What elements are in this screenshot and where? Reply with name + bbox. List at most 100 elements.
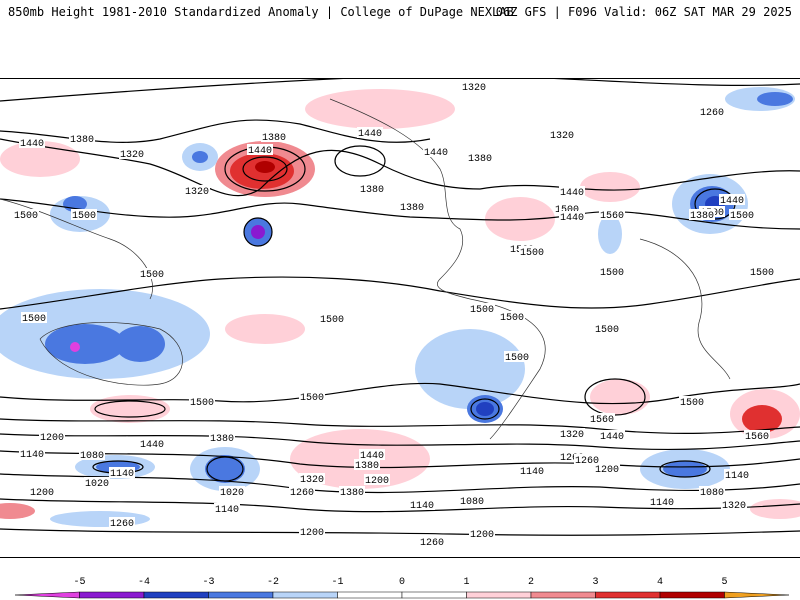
positive-anomaly [305,89,455,129]
contour-label-bg [219,486,245,497]
contour-label-bg [729,209,755,220]
contour-label-bg [39,431,65,442]
negative-anomaly [45,324,125,364]
contour-label-bg [594,463,620,474]
contour-label-bg [357,127,383,138]
contour-label-bg [689,209,715,220]
contour-line [470,398,500,420]
contour-line [659,460,711,478]
negative-anomaly [598,214,622,254]
contour-label: 1440 [560,213,584,224]
contour-label-bg [364,474,390,485]
contour-label: 1500 [555,205,579,216]
contour-label: 1440 [20,139,44,150]
contour-label: 1500 [600,268,624,279]
contour-label-bg [209,432,235,443]
coastline-north-america [329,98,471,300]
contour-label: 1500 [72,211,96,222]
contour-label-bg [469,303,495,314]
contour-label-bg [84,477,110,488]
colorbar-tick-label: -4 [138,577,150,588]
contour-line [0,198,800,230]
contour-label: 1380 [360,185,384,196]
contour-label-bg [69,133,95,144]
contour-label: 1140 [650,498,674,509]
contour-line [0,276,800,310]
contour-label-bg [594,323,620,334]
coastline-africa [639,238,731,380]
colorbar-segment [79,591,145,599]
contour-label: 1500 [140,270,164,281]
contour-label: 1500 [300,393,324,404]
contour-label: 1560 [600,211,624,222]
contour-label-bg [721,499,747,510]
contour-label-bg [679,396,705,407]
contour-label-bg [724,469,750,480]
contour-line [0,382,800,405]
contour-label: 1260 [700,108,724,119]
contour-label-bg [419,536,445,547]
contour-label: 1500 [320,315,344,326]
contour-label-bg [649,496,675,507]
contour-label-bg [549,129,575,140]
contour-label: 1200 [300,528,324,539]
contour-label-bg [71,209,97,220]
colorbar-tick-label: -2 [267,577,279,588]
contour-label-bg [13,209,39,220]
contour-label: 1260 [575,456,599,467]
contour-line [206,456,244,482]
contour-line [0,79,800,102]
contour-label-bg [423,146,449,157]
colorbar-segment [208,591,274,599]
negative-anomaly [663,461,707,477]
contour-label-bg [79,449,105,460]
contour-label-bg [189,396,215,407]
contour-label: 1500 [500,313,524,324]
contour-label-bg [359,183,385,194]
contour-label-bg [289,486,315,497]
contour-label: 1500 [505,353,529,364]
model-valid-time: 06Z GFS | F096 Valid: 06Z SAT MAR 29 202… [495,5,792,19]
contour-label-bg [467,152,493,163]
contour-label: 1500 [520,248,544,259]
contour-label-bg [499,311,525,322]
contour-label-bg [359,449,385,460]
positive-anomaly [0,141,80,177]
contour-label-bg [699,486,725,497]
contour-label: 1260 [420,538,444,549]
colorbar-segment [595,591,661,599]
colorbar-segment [466,591,532,599]
contour-label: 1380 [210,434,234,445]
contour-label-bg [139,268,165,279]
contour-label-bg [699,106,725,117]
colorbar-segment [272,591,338,599]
contour-label-bg [19,137,45,148]
contour-label-bg [559,211,585,222]
colorbar-segment [659,591,725,599]
contour-label-bg [459,495,485,506]
colorbar: -5 -4 -3 -2 -1 0 1 2 3 4 5 [14,577,790,599]
contour-label-bg [749,266,775,277]
contour-label: 1440 [358,129,382,140]
colorbar-extend-max [724,591,790,599]
contour-label: 1500 [730,211,754,222]
contour-line [242,156,288,182]
contour-label: 1440 [720,196,744,207]
contour-line [94,400,166,418]
contour-label: 1500 [22,314,46,325]
coastlines [0,98,731,440]
contour-label: 1560 [590,415,614,426]
contour-label-bg [719,194,745,205]
contour-label: 1380 [262,133,286,144]
contour-label-bg [261,131,287,142]
contour-label: 1440 [140,440,164,451]
positive-anomaly [750,499,800,519]
contour-label: 1380 [355,461,379,472]
contour-label-bg [339,486,365,497]
colorbar-segment [530,591,596,599]
anomaly-map[interactable]: 1320 1440 1380 1320 1260 1440 1380 1320 1440 1380… [0,78,800,558]
contour-label: 1080 [700,488,724,499]
contour-label-bg [599,209,625,220]
contour-label: 1320 [462,83,486,94]
